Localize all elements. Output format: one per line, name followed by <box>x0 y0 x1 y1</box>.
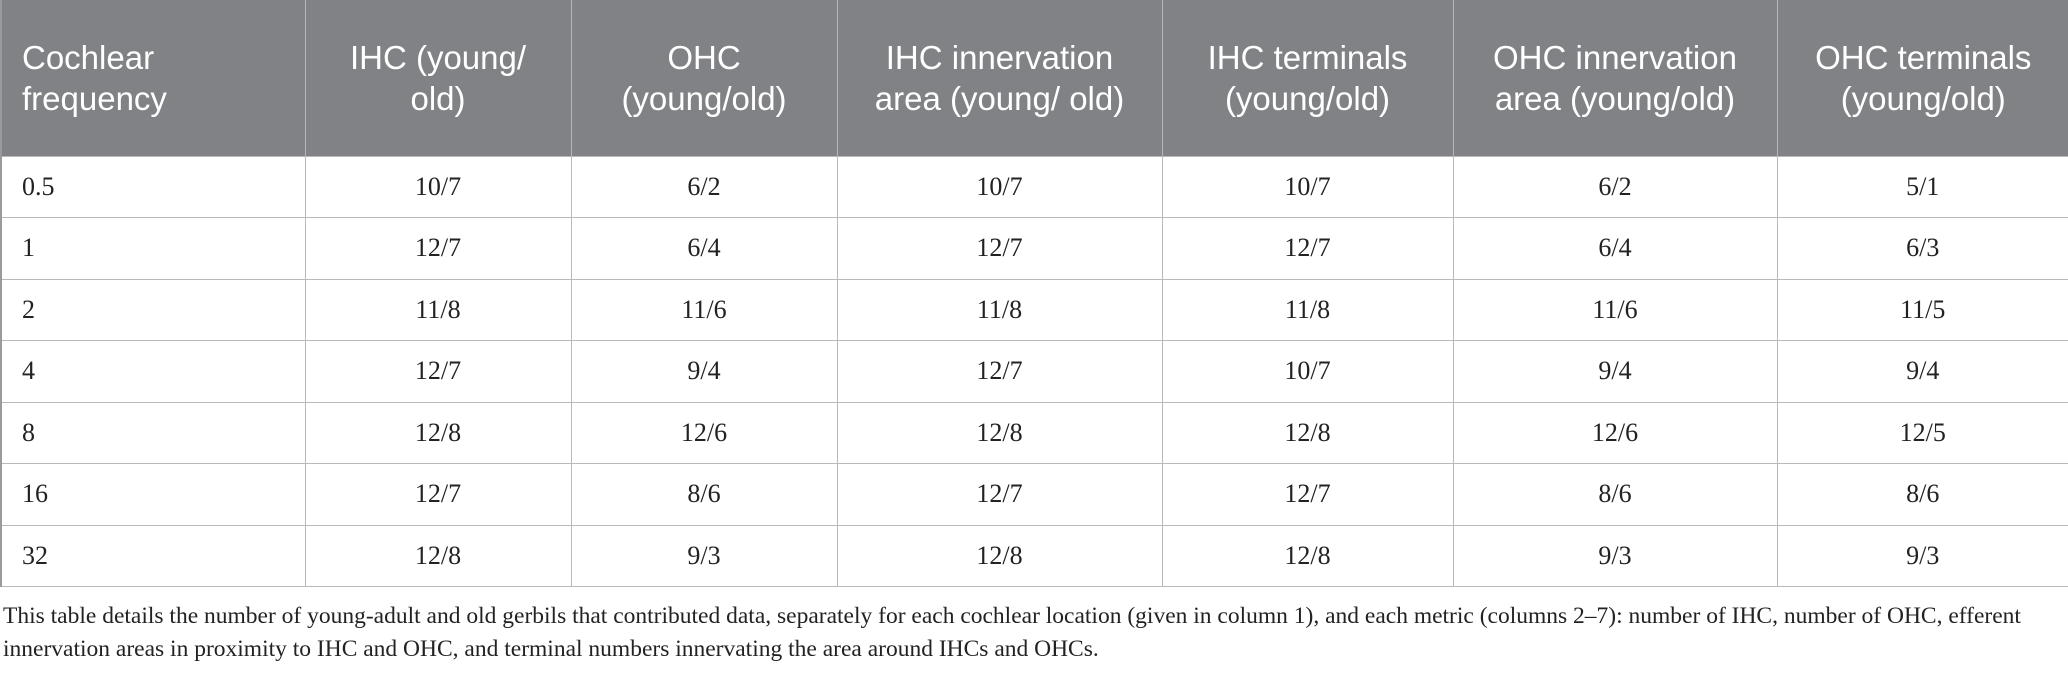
table-header-row: Cochlear frequency IHC (young/ old) OHC … <box>0 0 2068 156</box>
table-cell: 2 <box>0 278 306 341</box>
table-cell: 10/7 <box>304 155 572 218</box>
table-cell: 11/6 <box>570 278 838 341</box>
table-footnote: This table details the number of young-a… <box>3 603 2021 662</box>
table-cell: 12/7 <box>836 340 1163 403</box>
table-cell: 8/6 <box>1776 463 2068 526</box>
table-cell: 11/8 <box>304 278 572 341</box>
table-cell: 12/7 <box>836 217 1163 280</box>
table-cell: 12/7 <box>304 463 572 526</box>
table-cell: 9/4 <box>1776 340 2068 403</box>
table-cell: 10/7 <box>1161 155 1454 218</box>
table-cell: 9/3 <box>1776 524 2068 587</box>
table-cell: 5/1 <box>1776 155 2068 218</box>
table-cell: 12/6 <box>1452 401 1778 464</box>
table-row: 8 12/8 12/6 12/8 12/8 12/6 12/5 <box>0 401 2068 464</box>
table-cell: 12/7 <box>1161 217 1454 280</box>
table-cell: 12/8 <box>1161 524 1454 587</box>
table-cell: 6/2 <box>570 155 838 218</box>
table-cell: 12/8 <box>304 401 572 464</box>
table-cell: 6/4 <box>570 217 838 280</box>
table-cell: 8 <box>0 401 306 464</box>
table-cell: 16 <box>0 463 306 526</box>
table-row: 0.5 10/7 6/2 10/7 10/7 6/2 5/1 <box>0 155 2068 218</box>
table-cell: 6/4 <box>1452 217 1778 280</box>
table-cell: 11/8 <box>1161 278 1454 341</box>
table-cell: 12/8 <box>1161 401 1454 464</box>
header-ihc-terminals: IHC terminals (young/old) <box>1161 0 1453 156</box>
table-cell: 9/4 <box>570 340 838 403</box>
table-cell: 4 <box>0 340 306 403</box>
table-cell: 12/7 <box>1161 463 1454 526</box>
header-ihc: IHC (young/ old) <box>304 0 571 156</box>
header-cochlear-frequency: Cochlear frequency <box>0 0 305 156</box>
table-cell: 11/6 <box>1452 278 1778 341</box>
table-cell: 10/7 <box>1161 340 1454 403</box>
header-ohc-innervation-area: OHC innervation area (young/old) <box>1452 0 1777 156</box>
table-row: 32 12/8 9/3 12/8 12/8 9/3 9/3 <box>0 524 2068 587</box>
table-cell: 12/7 <box>304 217 572 280</box>
table-cell: 10/7 <box>836 155 1163 218</box>
table-cell: 9/3 <box>570 524 838 587</box>
table-row: 4 12/7 9/4 12/7 10/7 9/4 9/4 <box>0 340 2068 403</box>
table-cell: 9/3 <box>1452 524 1778 587</box>
table-cell: 6/3 <box>1776 217 2068 280</box>
table-cell: 9/4 <box>1452 340 1778 403</box>
table-cell: 6/2 <box>1452 155 1778 218</box>
table-cell: 12/7 <box>304 340 572 403</box>
table-cell: 12/8 <box>836 401 1163 464</box>
table-cell: 12/5 <box>1776 401 2068 464</box>
table-cell: 12/7 <box>836 463 1163 526</box>
header-ohc-terminals: OHC terminals (young/old) <box>1776 0 2068 156</box>
table-cell: 11/8 <box>836 278 1163 341</box>
table-row: 1 12/7 6/4 12/7 12/7 6/4 6/3 <box>0 217 2068 280</box>
table-cell: 12/8 <box>836 524 1163 587</box>
table-container: Cochlear frequency IHC (young/ old) OHC … <box>0 0 2068 587</box>
table-cell: 11/5 <box>1776 278 2068 341</box>
header-ohc: OHC (young/old) <box>570 0 837 156</box>
table-cell: 12/8 <box>304 524 572 587</box>
table-cell: 8/6 <box>570 463 838 526</box>
table-cell: 0.5 <box>0 155 306 218</box>
data-table: Cochlear frequency IHC (young/ old) OHC … <box>0 0 2068 587</box>
table-cell: 1 <box>0 217 306 280</box>
table-row: 2 11/8 11/6 11/8 11/8 11/6 11/5 <box>0 278 2068 341</box>
table-cell: 32 <box>0 524 306 587</box>
table-row: 16 12/7 8/6 12/7 12/7 8/6 8/6 <box>0 463 2068 526</box>
table-cell: 8/6 <box>1452 463 1778 526</box>
header-ihc-innervation-area: IHC innervation area (young/ old) <box>836 0 1162 156</box>
table-cell: 12/6 <box>570 401 838 464</box>
